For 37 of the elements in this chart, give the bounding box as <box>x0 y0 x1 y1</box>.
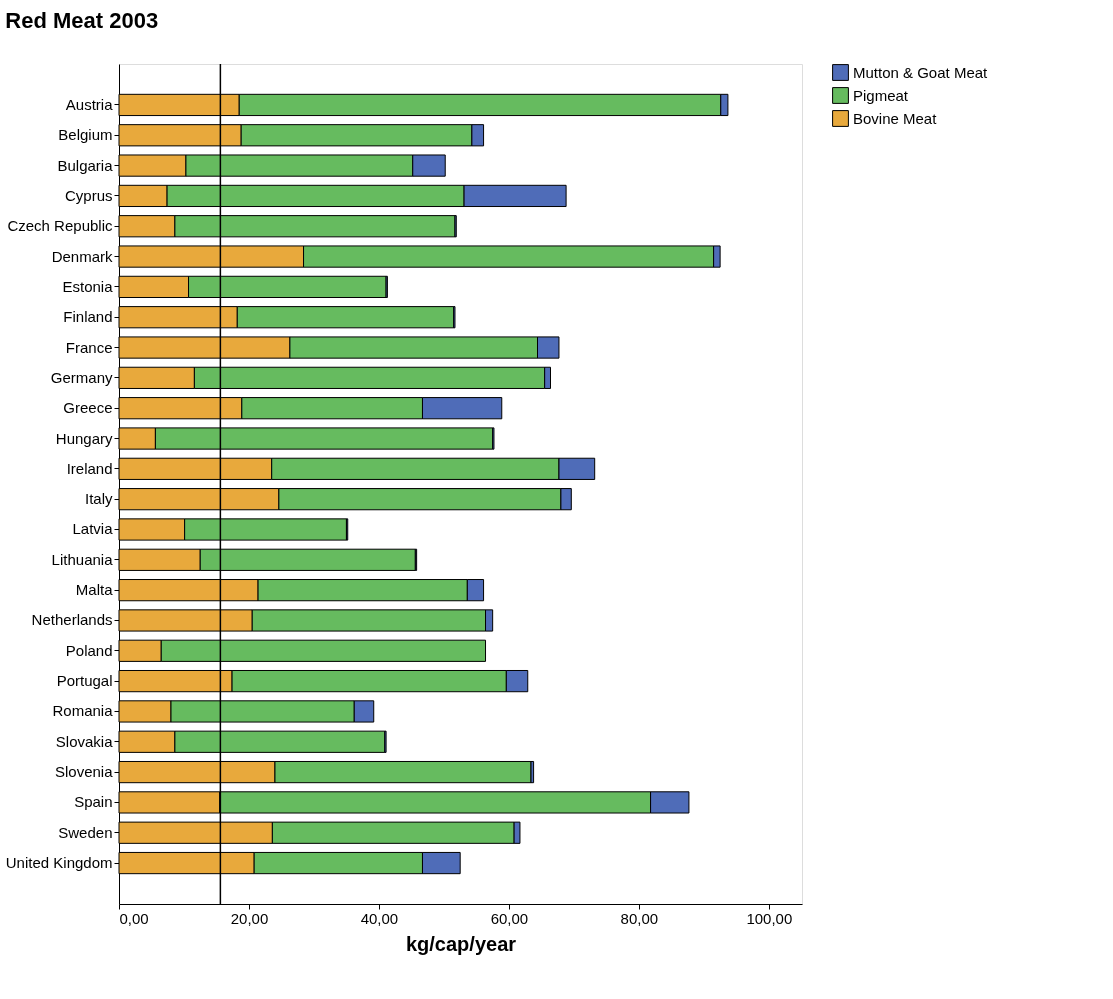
y-tick-label: France <box>65 338 113 356</box>
x-tick-label: 40,00 <box>360 909 399 927</box>
x-tick-label: 60,00 <box>490 909 529 927</box>
y-tick-label: Latvia <box>72 520 114 538</box>
legend-label: Pigmeat <box>853 86 909 104</box>
y-tick-label: Poland <box>65 641 113 659</box>
y-tick-label: Austria <box>65 95 114 113</box>
y-tick-label: Hungary <box>55 429 113 447</box>
y-tick-label: Sweden <box>58 823 113 841</box>
y-tick-label: Slovenia <box>54 763 114 781</box>
y-tick-label: United Kingdom <box>5 854 113 872</box>
y-tick-label: Finland <box>63 308 113 326</box>
y-tick-label: Cyprus <box>64 186 113 204</box>
y-tick-label: Lithuania <box>51 550 114 568</box>
y-tick-label: Netherlands <box>31 611 113 629</box>
y-tick-label: Malta <box>75 581 114 599</box>
y-tick-label: Germany <box>50 368 113 386</box>
chart-title: Red Meat 2003 <box>5 8 159 34</box>
y-tick-label: Estonia <box>62 277 114 295</box>
y-tick-label: Italy <box>84 490 113 508</box>
x-tick-label: 80,00 <box>620 909 659 927</box>
y-tick-label: Ireland <box>66 459 113 477</box>
y-tick-label: Czech Republic <box>7 217 113 235</box>
y-tick-label: Portugal <box>56 672 113 690</box>
y-tick-label: Bulgaria <box>57 156 114 174</box>
x-axis-title: kg/cap/year <box>405 932 517 955</box>
y-tick-label: Denmark <box>51 247 113 265</box>
y-tick-label: Spain <box>74 793 113 811</box>
legend-label: Bovine Meat <box>853 109 938 127</box>
x-tick-label: 100,00 <box>746 909 793 927</box>
x-tick-label: 0,00 <box>119 909 149 927</box>
legend-label: Mutton & Goat Meat <box>853 63 989 81</box>
x-tick-label: 20,00 <box>230 909 269 927</box>
y-tick-label: Slovakia <box>55 732 114 750</box>
y-tick-label: Belgium <box>58 126 113 144</box>
y-tick-label: Romania <box>52 702 114 720</box>
y-tick-label: Greece <box>63 399 113 417</box>
